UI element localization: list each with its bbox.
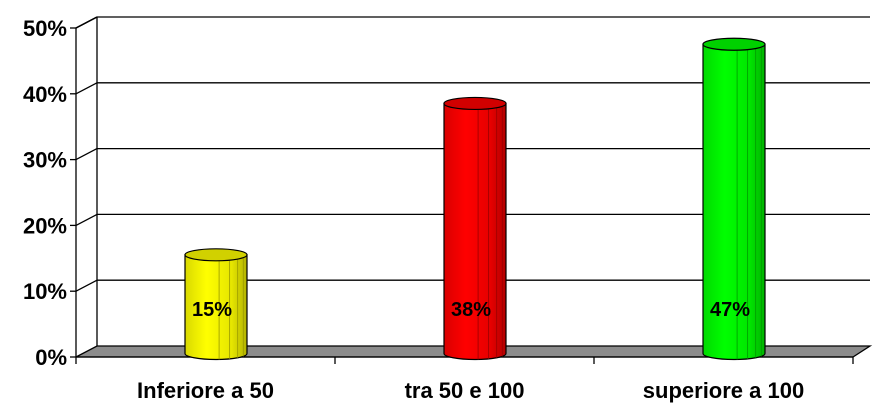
x-tick-label: Inferiore a 50 (137, 378, 274, 403)
bar: 15% (184, 248, 248, 361)
gridline-side (75, 213, 98, 226)
bar-body (184, 254, 248, 361)
y-tick-label: 10% (23, 279, 67, 304)
bar: 47% (702, 37, 766, 361)
y-tick-label: 30% (23, 148, 67, 173)
x-tick-label: tra 50 e 100 (405, 378, 525, 403)
y-tick-label: 20% (23, 213, 67, 238)
top-side-edge (75, 16, 98, 29)
y-tick-labels: 0% 10% 20% 30% 40% 50% (23, 16, 67, 370)
bar-top (443, 96, 507, 111)
gridline-side (75, 279, 98, 292)
bar-body (702, 43, 766, 361)
bar-top (184, 248, 248, 262)
data-label: 15% (192, 299, 232, 321)
data-label: 47% (710, 299, 750, 321)
bars: 15% 38% 47% (184, 37, 766, 361)
data-label: 38% (451, 299, 491, 321)
gridline-side (75, 82, 98, 95)
gridline-side (75, 148, 98, 161)
bar-body (443, 102, 507, 361)
y-tick-label: 50% (23, 16, 67, 41)
x-tick-labels: Inferiore a 50 tra 50 e 100 superiore a 10… (137, 378, 804, 403)
bar: 38% (443, 96, 507, 361)
y-tick-label: 0% (35, 345, 67, 370)
bar-top (702, 37, 766, 51)
x-tick-label: superiore a 100 (643, 378, 804, 403)
y-tick-label: 40% (23, 82, 67, 107)
